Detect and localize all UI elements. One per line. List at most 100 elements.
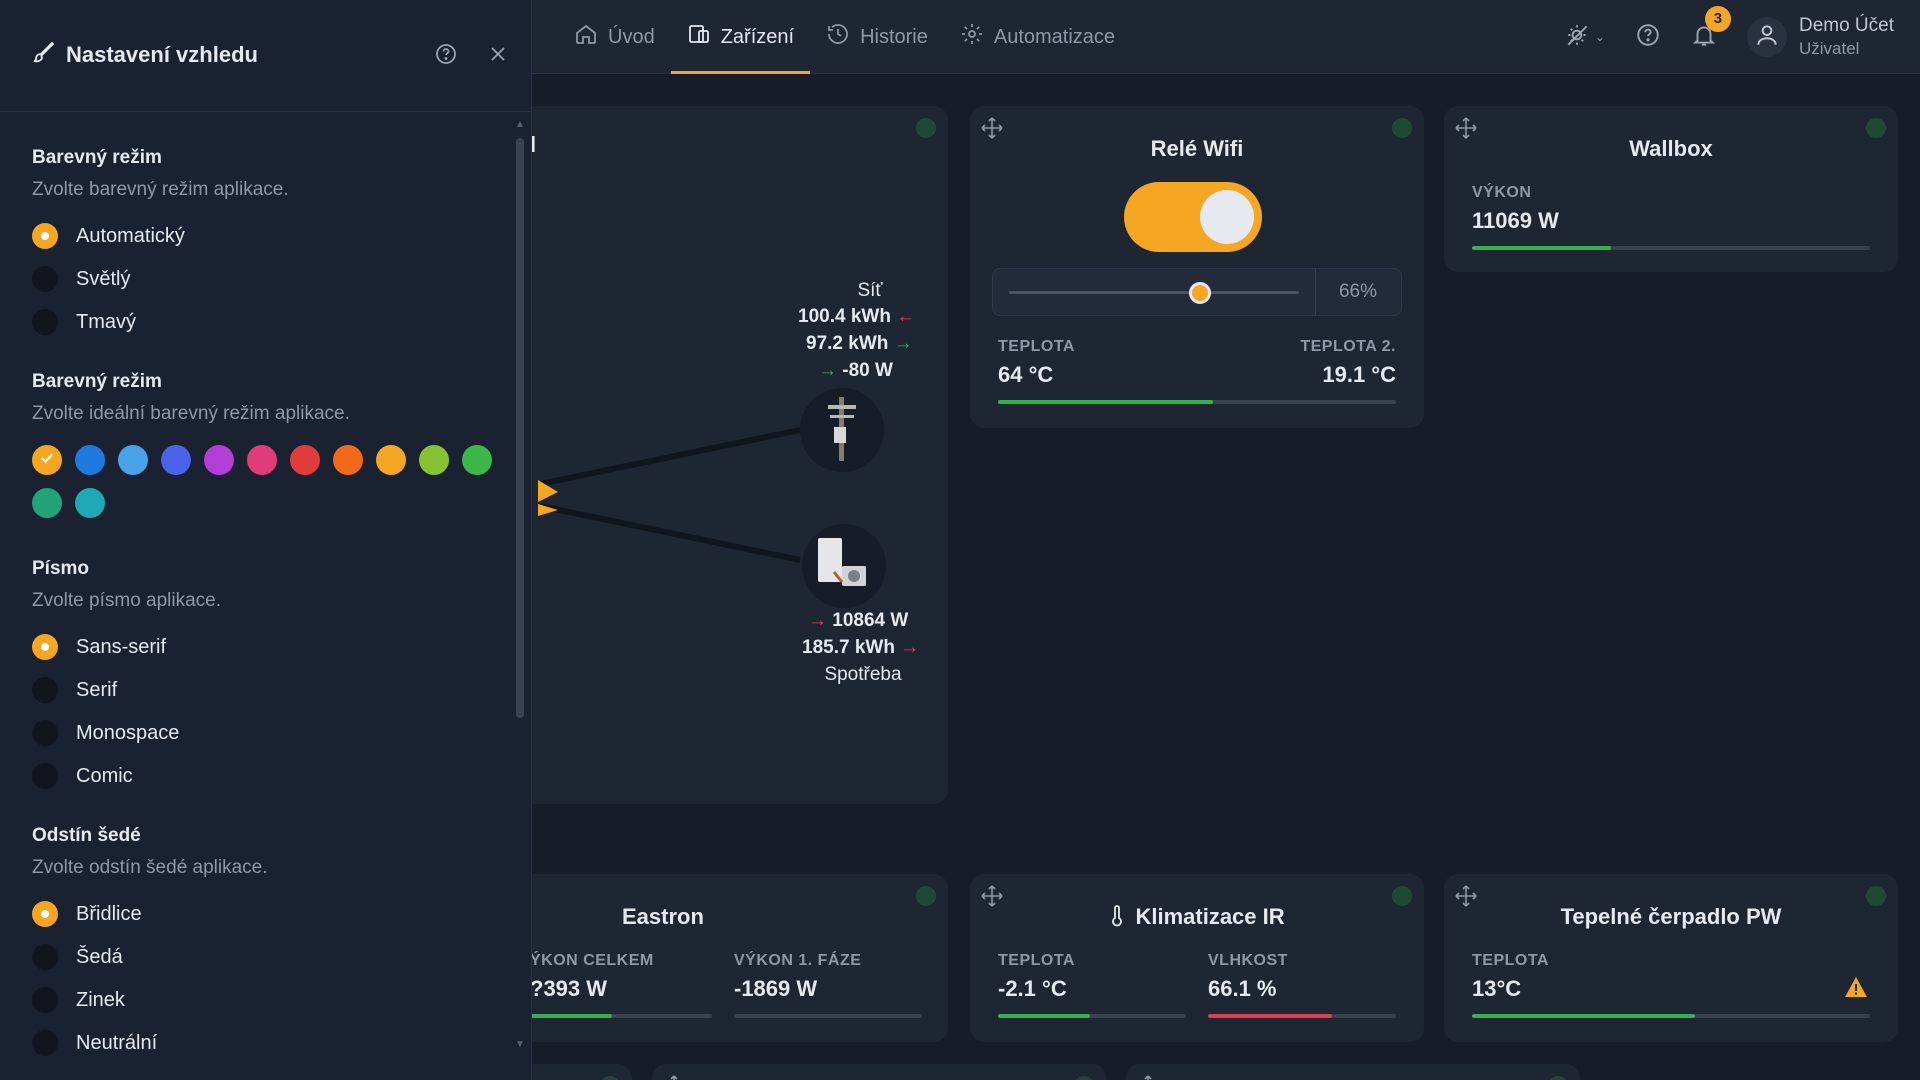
grid-export-value: 97.2 kWh: [806, 333, 889, 354]
radio-button[interactable]: [32, 763, 58, 789]
flow-lines: [538, 427, 801, 563]
drag-handle[interactable]: [1454, 116, 1478, 145]
notifications-button[interactable]: 3: [1691, 5, 1731, 53]
panel-actions: [434, 42, 510, 66]
status-indicator: [600, 1076, 620, 1080]
radio-button[interactable]: [32, 901, 58, 927]
status-indicator: [1866, 118, 1886, 138]
color-swatch[interactable]: [75, 488, 105, 518]
status-indicator: [1866, 886, 1886, 906]
panel-scrollbar[interactable]: ▲ ▼: [515, 120, 525, 1050]
drag-handle[interactable]: [1454, 884, 1478, 913]
radio-button[interactable]: [32, 987, 58, 1013]
radio-option-automatic[interactable]: Automatický: [32, 223, 185, 249]
close-button[interactable]: [486, 42, 510, 66]
metric-label: VÝKON 1. FÁZE: [734, 952, 862, 969]
radio-button[interactable]: [32, 266, 58, 292]
tab-label: Zařízení: [720, 25, 795, 48]
radio-option-light[interactable]: Světlý: [32, 266, 130, 292]
section-description: Zvolte odstín šedé aplikace.: [32, 857, 268, 878]
radio-button[interactable]: [32, 720, 58, 746]
theme-toggle-button[interactable]: ⌄: [1565, 22, 1605, 53]
metric-value: 13°C: [1472, 976, 1522, 1001]
progress-bar: [1472, 246, 1870, 250]
color-swatch[interactable]: [247, 445, 277, 475]
color-swatch[interactable]: [462, 445, 492, 475]
color-swatch[interactable]: [75, 445, 105, 475]
close-icon: [486, 42, 510, 66]
color-swatch[interactable]: [32, 445, 62, 475]
help-icon: [434, 42, 458, 66]
tab-zarizeni[interactable]: Zařízení: [670, 0, 811, 74]
grid-label: Síť: [857, 280, 883, 301]
scroll-down-arrow[interactable]: ▼: [515, 1039, 525, 1050]
radio-option-comic[interactable]: Comic: [32, 763, 133, 789]
panel-header: Nastavení vzhledu: [0, 0, 532, 112]
section-title: Písmo: [32, 558, 90, 579]
drag-handle[interactable]: [662, 1074, 686, 1080]
top-right-controls: ⌄ 3 Demo Účet Uživatel: [1565, 0, 1894, 74]
slider-thumb[interactable]: [1189, 282, 1212, 304]
radio-button[interactable]: [32, 1030, 58, 1056]
radio-option-sans-serif[interactable]: Sans-serif: [32, 634, 166, 660]
tab-automatizace[interactable]: Automatizace: [944, 0, 1131, 74]
radio-label: Břidlice: [76, 902, 142, 925]
color-swatch[interactable]: [419, 445, 449, 475]
metric-label: TEPLOTA: [998, 952, 1075, 969]
tab-label: Úvod: [608, 25, 655, 48]
card-title: Wallbox: [1629, 136, 1713, 161]
panel-title: Nastavení vzhledu: [32, 40, 258, 70]
scroll-up-arrow[interactable]: ▲: [515, 119, 525, 130]
slider-track[interactable]: [1009, 282, 1299, 304]
radio-option-zinc[interactable]: Zinek: [32, 987, 125, 1013]
help-button[interactable]: [1635, 22, 1661, 53]
tab-historie[interactable]: Historie: [810, 0, 944, 74]
nav-tabs: Úvod Zařízení Historie Automatizace: [558, 0, 1131, 74]
metric-value: -1869 W: [734, 976, 818, 1001]
radio-button[interactable]: [32, 223, 58, 249]
radio-button[interactable]: [32, 677, 58, 703]
radio-button[interactable]: [32, 634, 58, 660]
radio-option-monospace[interactable]: Monospace: [32, 720, 179, 746]
humidity-metric: VLHKOST 66.1 %: [1208, 952, 1396, 1018]
energy-flow-card: l Síť 100.4 kWh ← 97.2 kWh → → -80 W → 1…: [500, 106, 948, 804]
scroll-thumb[interactable]: [516, 138, 524, 718]
drag-handle[interactable]: [1136, 1074, 1160, 1080]
dimmer-slider: 66%: [992, 268, 1402, 316]
help-button[interactable]: [434, 42, 458, 66]
radio-button[interactable]: [32, 944, 58, 970]
color-swatch[interactable]: [161, 445, 191, 475]
radio-option-slate[interactable]: Břidlice: [32, 901, 142, 927]
drag-handle[interactable]: [980, 116, 1004, 145]
consumption-power: → 10864 W: [808, 610, 908, 632]
consumption-label: Spotřeba: [824, 664, 902, 685]
radio-button[interactable]: [32, 309, 58, 335]
card-title: Eastron: [622, 904, 704, 929]
radio-option-serif[interactable]: Serif: [32, 677, 117, 703]
user-menu[interactable]: Demo Účet Uživatel: [1746, 15, 1894, 59]
color-swatch[interactable]: [290, 445, 320, 475]
metric-label: ÝKON CELKEM: [530, 952, 654, 969]
drag-handle[interactable]: [980, 884, 1004, 913]
color-swatch[interactable]: [118, 445, 148, 475]
color-swatch[interactable]: [32, 488, 62, 518]
radio-option-neutral[interactable]: Neutrální: [32, 1030, 157, 1056]
consumption-node[interactable]: [802, 524, 886, 608]
wallbox-card: Wallbox VÝKON 11069 W: [1444, 106, 1898, 272]
eastron-card: Eastron ÝKON CELKEM ?393 W VÝKON 1. FÁZE…: [500, 874, 948, 1042]
tab-uvod[interactable]: Úvod: [558, 0, 671, 74]
radio-label: Serif: [76, 678, 118, 701]
panel-title-text: Nastavení vzhledu: [66, 42, 258, 67]
color-swatch[interactable]: [204, 445, 234, 475]
metric-label: VÝKON: [1472, 184, 1532, 201]
top-navigation-bar: Úvod Zařízení Historie Automatizace ⌄ 3: [532, 0, 1920, 74]
grid-node[interactable]: [800, 388, 884, 472]
progress-fill: [1472, 246, 1612, 250]
radio-option-gray[interactable]: Šedá: [32, 944, 123, 970]
metric-label: TEPLOTA 2.: [1300, 338, 1396, 355]
relay-toggle[interactable]: [1124, 182, 1262, 252]
color-swatch[interactable]: [376, 445, 406, 475]
color-swatch[interactable]: [333, 445, 363, 475]
status-indicator: [1392, 118, 1412, 138]
radio-option-dark[interactable]: Tmavý: [32, 309, 136, 335]
